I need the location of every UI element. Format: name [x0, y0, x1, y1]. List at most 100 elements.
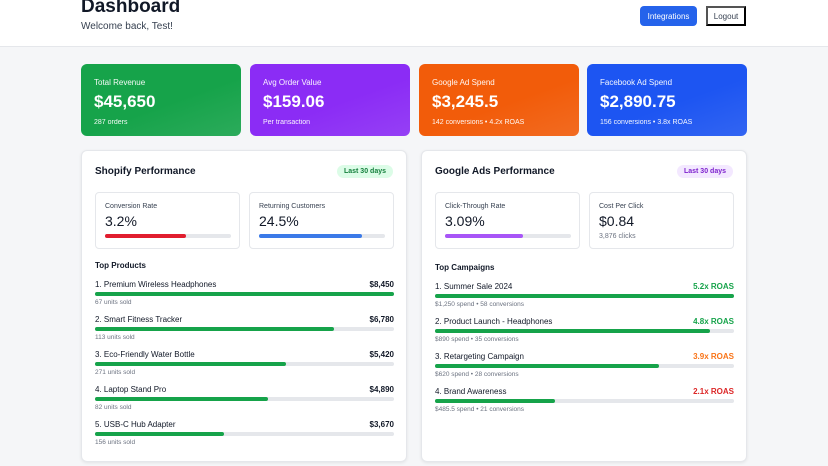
- metric-label: Cost Per Click: [599, 203, 644, 210]
- progress-bar: [95, 362, 394, 366]
- progress-fill: [95, 292, 394, 296]
- stat-meta: Per transaction: [263, 119, 311, 126]
- campaign-row: 2. Product Launch - Headphones 4.8x ROAS $…: [435, 317, 734, 347]
- metric-card: Returning Customers 24.5%: [249, 192, 394, 249]
- progress-bar: [95, 292, 394, 296]
- item-detail: 271 units sold: [95, 369, 136, 376]
- welcome-message: Welcome back, Test!: [81, 21, 173, 32]
- product-row: 1. Premium Wireless Headphones $8,450 67 u…: [95, 280, 394, 310]
- shopify-performance-panel: Shopify Performance Last 30 days Convers…: [81, 150, 407, 462]
- progress-fill: [95, 432, 224, 436]
- item-detail: $485.5 spend • 21 conversions: [435, 406, 525, 413]
- metric-progress-fill: [105, 234, 186, 238]
- item-detail: 156 units sold: [95, 439, 136, 446]
- stat-value: $2,890.75: [600, 92, 676, 111]
- metric-label: Returning Customers: [259, 203, 326, 210]
- revenue-value: $6,780: [369, 315, 394, 324]
- progress-bar: [95, 397, 394, 401]
- revenue-value: $4,890: [369, 385, 394, 394]
- date-range-badge: Last 30 days: [676, 165, 733, 178]
- stat-meta: 142 conversions • 4.2x ROAS: [432, 119, 525, 126]
- progress-fill: [435, 364, 660, 368]
- revenue-value: $3,670: [369, 420, 394, 429]
- metric-progress-fill: [259, 234, 363, 238]
- item-name: 5. USB-C Hub Adapter: [95, 420, 176, 429]
- metric-card: Conversion Rate 3.2%: [95, 192, 240, 249]
- progress-bar: [435, 329, 734, 333]
- item-detail: 67 units sold: [95, 299, 132, 306]
- roas-value: 3.9x ROAS: [693, 352, 734, 361]
- section-title: Top Campaigns: [435, 263, 495, 272]
- metric-progress-bar: [445, 234, 571, 238]
- campaign-row: 4. Brand Awareness 2.1x ROAS $485.5 spend …: [435, 387, 734, 417]
- product-row: 4. Laptop Stand Pro $4,890 82 units sold: [95, 385, 394, 415]
- google-ad-spend-card: Google Ad Spend $3,245.5 142 conversions •…: [419, 64, 579, 136]
- page-title: Dashboard: [81, 0, 181, 17]
- roas-value: 4.8x ROAS: [693, 317, 734, 326]
- metric-progress-bar: [259, 234, 385, 238]
- product-row: 3. Eco-Friendly Water Bottle $5,420 271 un…: [95, 350, 394, 380]
- revenue-value: $5,420: [369, 350, 394, 359]
- revenue-value: $8,450: [369, 280, 394, 289]
- panel-title: Google Ads Performance: [435, 166, 555, 177]
- stat-label: Total Revenue: [94, 78, 146, 87]
- stat-value: $45,650: [94, 92, 156, 111]
- stat-label: Facebook Ad Spend: [600, 78, 673, 87]
- roas-value: 2.1x ROAS: [693, 387, 734, 396]
- metric-progress-bar: [105, 234, 231, 238]
- progress-bar: [435, 364, 734, 368]
- campaign-row: 1. Summer Sale 2024 5.2x ROAS $1,250 spend…: [435, 282, 734, 312]
- stat-value: $3,245.5: [432, 92, 499, 111]
- metric-card: Click-Through Rate 3.09%: [435, 192, 580, 249]
- metric-value: 3.09%: [445, 213, 485, 229]
- progress-bar: [95, 432, 394, 436]
- item-name: 4. Brand Awareness: [435, 387, 507, 396]
- product-row: 2. Smart Fitness Tracker $6,780 113 units …: [95, 315, 394, 345]
- google-ads-performance-panel: Google Ads Performance Last 30 days Clic…: [421, 150, 747, 462]
- stat-value: $159.06: [263, 92, 325, 111]
- progress-bar: [95, 327, 394, 331]
- item-name: 3. Retargeting Campaign: [435, 352, 524, 361]
- item-detail: $890 spend • 35 conversions: [435, 336, 519, 343]
- metric-label: Conversion Rate: [105, 203, 158, 210]
- metric-value: $0.84: [599, 213, 635, 229]
- top-header: Dashboard Welcome back, Test! Integratio…: [0, 0, 828, 47]
- item-detail: $1,250 spend • 58 conversions: [435, 301, 525, 308]
- panel-title: Shopify Performance: [95, 166, 196, 177]
- item-name: 1. Summer Sale 2024: [435, 282, 513, 291]
- metric-label: Click-Through Rate: [445, 203, 506, 210]
- item-detail: 113 units sold: [95, 334, 135, 341]
- roas-value: 5.2x ROAS: [693, 282, 734, 291]
- metric-value: 3.2%: [105, 213, 137, 229]
- item-name: 3. Eco-Friendly Water Bottle: [95, 350, 195, 359]
- integrations-button[interactable]: Integrations: [640, 6, 697, 26]
- progress-fill: [435, 399, 555, 403]
- progress-bar: [435, 294, 734, 298]
- item-name: 2. Product Launch - Headphones: [435, 317, 553, 326]
- progress-bar: [435, 399, 734, 403]
- item-detail: $620 spend • 28 conversions: [435, 371, 519, 378]
- progress-fill: [95, 327, 335, 331]
- metric-card: Cost Per Click $0.84 3,876 clicks: [589, 192, 734, 249]
- product-row: 5. USB-C Hub Adapter $3,670 156 units sold: [95, 420, 394, 450]
- item-name: 1. Premium Wireless Headphones: [95, 280, 217, 289]
- stat-label: Google Ad Spend: [432, 78, 495, 87]
- metric-value: 24.5%: [259, 213, 299, 229]
- stat-meta: 156 conversions • 3.8x ROAS: [600, 119, 693, 126]
- item-name: 4. Laptop Stand Pro: [95, 385, 167, 394]
- progress-fill: [435, 294, 734, 298]
- stat-meta: 287 orders: [94, 119, 128, 126]
- total-revenue-card: Total Revenue $45,650 287 orders: [81, 64, 241, 136]
- facebook-ad-spend-card: Facebook Ad Spend $2,890.75 156 conversion…: [587, 64, 747, 136]
- progress-fill: [95, 397, 269, 401]
- progress-fill: [435, 329, 711, 333]
- progress-fill: [95, 362, 287, 366]
- metric-progress-fill: [445, 234, 524, 238]
- logout-button[interactable]: Logout: [706, 6, 746, 26]
- item-detail: 82 units sold: [95, 404, 132, 411]
- stat-label: Avg Order Value: [263, 78, 322, 87]
- campaign-row: 3. Retargeting Campaign 3.9x ROAS $620 spe…: [435, 352, 734, 382]
- date-range-badge: Last 30 days: [336, 165, 393, 178]
- section-title: Top Products: [95, 261, 146, 270]
- item-name: 2. Smart Fitness Tracker: [95, 315, 183, 324]
